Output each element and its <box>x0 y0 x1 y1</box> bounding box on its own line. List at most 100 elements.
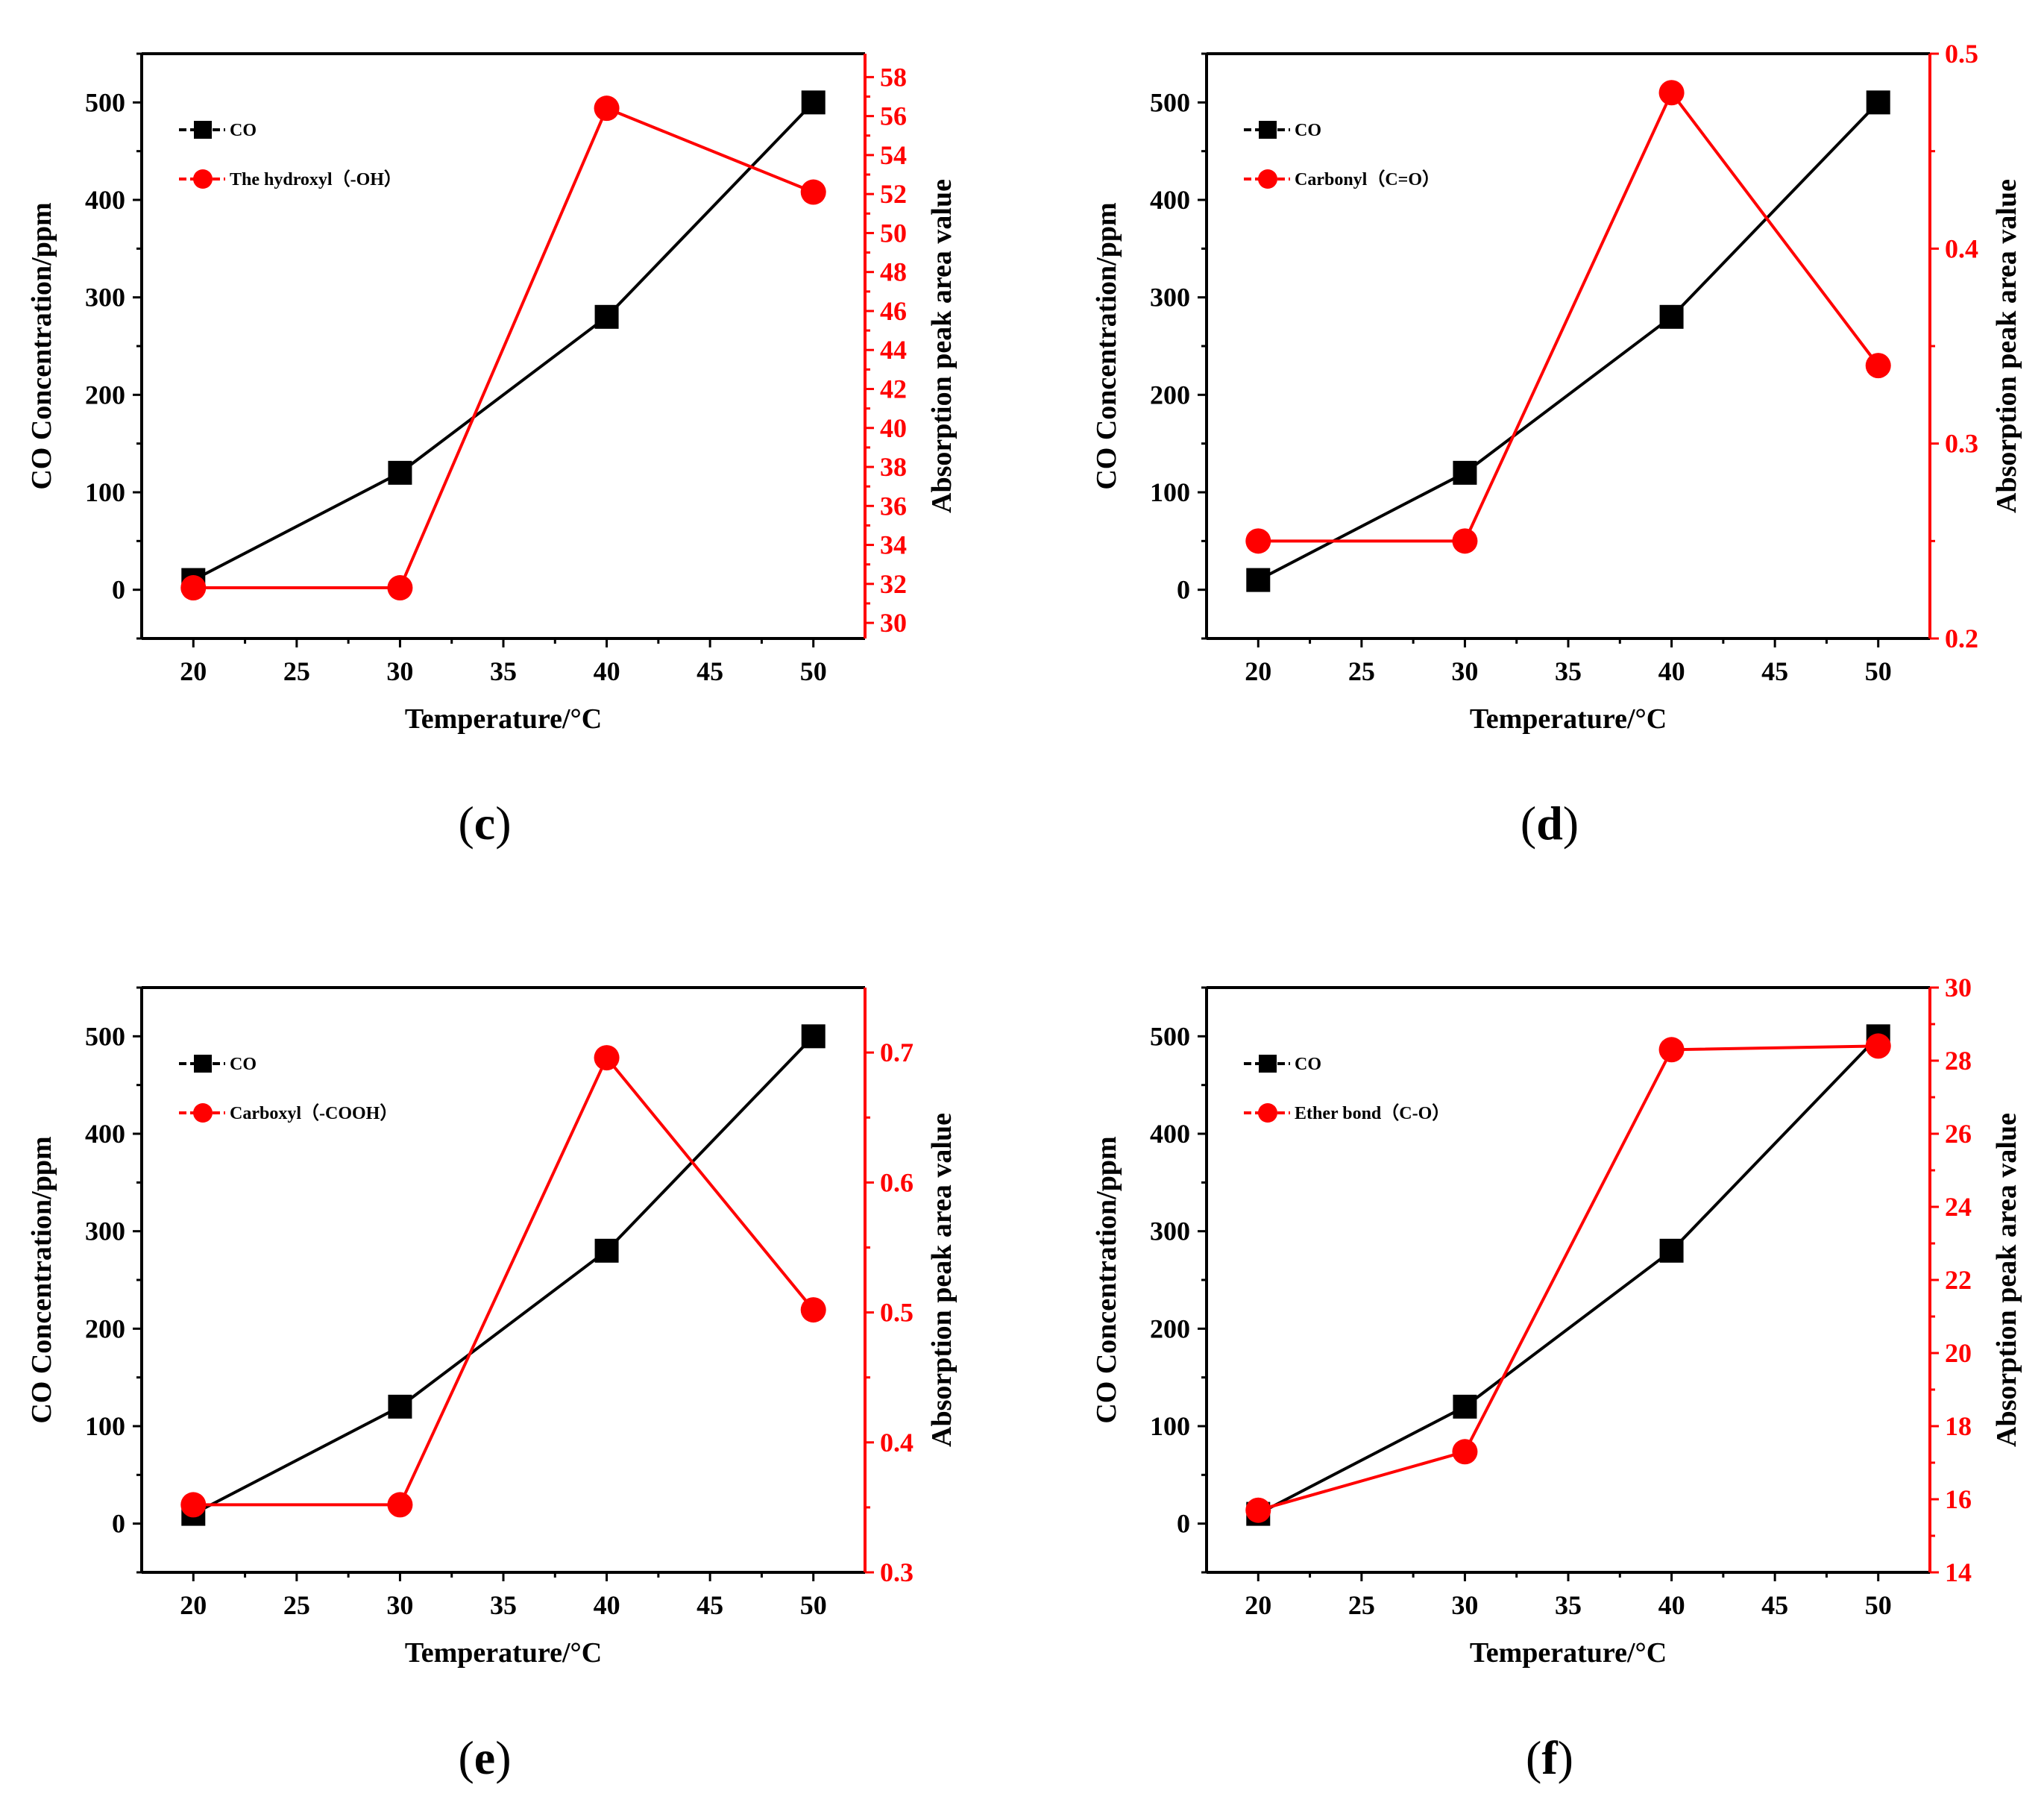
legend-entry: CO <box>1295 121 1321 140</box>
left-y-tick-label: 100 <box>1150 1411 1190 1441</box>
x-axis-title: Temperature/°C <box>1470 703 1667 735</box>
right-y-tick-label: 14 <box>1945 1557 1972 1587</box>
right-y-axis-title: Absorption peak area value <box>926 1113 957 1447</box>
panel-label-open-paren: ( <box>458 1731 474 1784</box>
panel-label-letter: e <box>474 1731 495 1784</box>
panel-label-letter: c <box>474 797 495 850</box>
co-series-line <box>192 1035 815 1516</box>
left-y-tick-label: 0 <box>1177 1509 1190 1539</box>
chart-panel-c: 20 25 30 35 40 45 5001002003004005003032343638… <box>26 52 957 850</box>
functional-data-point <box>594 1045 620 1071</box>
right-y-tick-label: 36 <box>880 491 907 521</box>
legend-square-marker <box>1259 121 1277 139</box>
co-series-line <box>1257 101 1880 582</box>
chart-panel-f: 20 25 30 35 40 45 5001002003004005001416182022… <box>1091 973 2022 1784</box>
co-data-point <box>594 1238 619 1263</box>
x-tick-label: 30 <box>386 1590 413 1620</box>
panel-label-open-paren: ( <box>1526 1731 1541 1784</box>
panel-label-open-paren: ( <box>1521 797 1536 850</box>
functional-data-point <box>1865 1033 1891 1059</box>
functional-series-line <box>1258 90 1880 543</box>
right-y-tick-label: 0.5 <box>1945 39 1978 69</box>
left-y-tick-label: 300 <box>85 283 125 313</box>
x-tick-label: 50 <box>800 656 827 686</box>
x-tick-label: 40 <box>594 656 620 686</box>
x-tick-label: 25 <box>1348 656 1375 686</box>
co-data-point <box>1866 90 1890 115</box>
x-tick-label: 50 <box>800 1590 827 1620</box>
x-tick-label: 45 <box>1761 656 1788 686</box>
right-y-tick-label: 52 <box>880 179 907 209</box>
right-y-tick-label: 22 <box>1945 1265 1972 1295</box>
right-y-tick-label: 26 <box>1945 1119 1972 1149</box>
legend-entry: Carbonyl（C=O） <box>1295 169 1440 189</box>
x-axis-title: Temperature/°C <box>1470 1637 1667 1669</box>
right-y-tick-label: 38 <box>880 452 907 482</box>
functional-data-point <box>1658 80 1685 106</box>
right-y-tick-label: 50 <box>880 218 907 248</box>
left-y-tick-label: 400 <box>85 185 125 215</box>
panel-label-close-paren: ) <box>495 1731 511 1784</box>
functional-data-point <box>594 95 620 122</box>
left-y-tick-label: 500 <box>1150 87 1190 117</box>
legend-square-marker <box>1259 1055 1277 1073</box>
right-y-tick-label: 30 <box>880 608 907 638</box>
panel-label-letter: d <box>1536 797 1563 850</box>
right-y-axis-title: Absorption peak area value <box>1991 179 2022 513</box>
right-y-tick-label: 0.2 <box>1945 624 1978 653</box>
legend-entry: CO <box>230 1055 257 1074</box>
panel-label: (c) <box>458 797 511 850</box>
functional-series-line <box>193 106 814 590</box>
x-tick-label: 25 <box>283 1590 310 1620</box>
right-y-tick-label: 0.4 <box>1945 233 1978 263</box>
functional-data-point <box>1452 1439 1478 1465</box>
x-tick-label: 35 <box>1555 656 1582 686</box>
co-data-point <box>1659 1238 1684 1263</box>
x-tick-label: 40 <box>594 1590 620 1620</box>
left-y-tick-label: 500 <box>85 1021 125 1051</box>
functional-data-point <box>800 1297 826 1323</box>
co-data-point <box>801 90 826 115</box>
right-y-tick-label: 32 <box>880 569 907 599</box>
x-tick-label: 45 <box>696 656 723 686</box>
left-y-tick-label: 0 <box>1177 575 1190 605</box>
co-data-point <box>388 1394 412 1419</box>
panel-label-close-paren: ) <box>495 797 511 850</box>
x-tick-label: 40 <box>1658 656 1685 686</box>
left-y-axis-title: CO Concentration/ppm <box>26 202 57 489</box>
functional-data-point <box>1452 528 1478 554</box>
x-tick-label: 50 <box>1865 1590 1892 1620</box>
legend-circle-marker <box>1258 1103 1277 1123</box>
chart-panel-d: 20 25 30 35 40 45 5001002003004005000.20.30.40… <box>1091 39 2022 850</box>
functional-data-point <box>1658 1037 1685 1063</box>
left-y-tick-label: 400 <box>85 1119 125 1149</box>
x-tick-label: 20 <box>1245 656 1271 686</box>
co-data-point <box>388 460 412 485</box>
x-tick-label: 35 <box>1555 1590 1582 1620</box>
functional-data-point <box>800 179 826 205</box>
legend-square-marker <box>194 1055 212 1073</box>
left-y-axis-title: CO Concentration/ppm <box>26 1136 57 1423</box>
right-y-tick-label: 0.7 <box>880 1038 913 1067</box>
left-y-tick-label: 0 <box>112 1509 125 1539</box>
left-y-tick-label: 300 <box>1150 1217 1190 1246</box>
panel-label-open-paren: ( <box>458 797 474 850</box>
functional-data-point <box>1245 528 1271 554</box>
legend-entry: CO <box>1295 1055 1321 1074</box>
left-y-tick-label: 500 <box>1150 1021 1190 1051</box>
right-y-tick-label: 0.3 <box>880 1557 913 1587</box>
legend-square-marker <box>194 121 212 139</box>
x-tick-label: 25 <box>283 656 310 686</box>
x-tick-label: 45 <box>1761 1590 1788 1620</box>
functional-data-point <box>1865 353 1891 379</box>
panel-label-close-paren: ) <box>1563 797 1579 850</box>
right-y-tick-label: 0.4 <box>880 1428 913 1457</box>
right-y-tick-label: 44 <box>880 335 907 365</box>
left-y-tick-label: 300 <box>1150 283 1190 313</box>
x-tick-label: 35 <box>490 656 517 686</box>
right-y-axis-title: Absorption peak area value <box>1991 1113 2022 1447</box>
left-y-tick-label: 0 <box>112 575 125 605</box>
left-y-tick-label: 400 <box>1150 1119 1190 1149</box>
legend-circle-marker <box>193 169 213 189</box>
co-data-point <box>1246 568 1271 592</box>
